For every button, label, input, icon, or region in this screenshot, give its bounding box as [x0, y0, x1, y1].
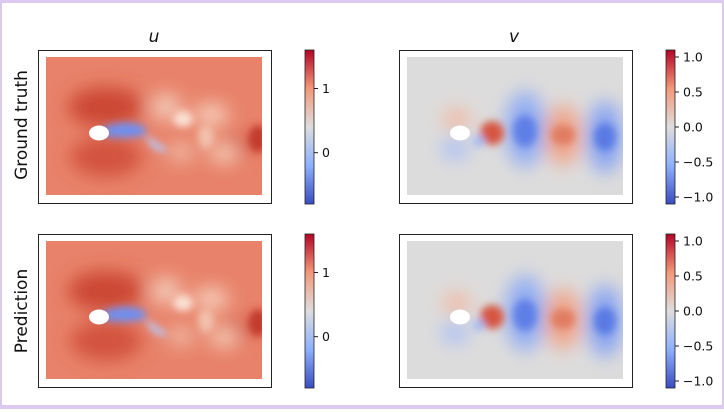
- figure-canvas: u v Ground truth Prediction 01−1.0−0.50.…: [12, 27, 713, 389]
- panel-ground-truth-u: [38, 50, 272, 204]
- colorbar-tick-label: 0: [322, 145, 330, 160]
- panel-prediction-v: [399, 234, 633, 388]
- row-label-ground-truth: Ground truth: [12, 70, 32, 180]
- colorbar-tick-label: 1.0: [683, 234, 703, 249]
- colorbar-gradient: [665, 233, 676, 389]
- colorbar-ground-truth-v: −1.0 −0.5 0.0 0.5 1.0: [665, 49, 713, 205]
- column-title-v: v: [509, 27, 520, 47]
- colorbar-tick-label: 0.0: [683, 120, 703, 135]
- colorbar-tick-label: −1.0: [683, 374, 713, 389]
- colorbar-tick-label: 1.0: [683, 50, 703, 65]
- colorbar-gradient: [304, 49, 315, 205]
- colorbar-tick-label: 0: [322, 329, 330, 344]
- column-title-u: u: [149, 27, 160, 47]
- colorbar-gradient: [304, 233, 315, 389]
- colorbar-prediction-v: −1.0 −0.5 0.0 0.5 1.0: [665, 233, 713, 389]
- colorbar-tick-label: 1: [322, 265, 330, 280]
- colorbar-tick-label: −1.0: [683, 190, 713, 205]
- row-label-prediction: Prediction: [12, 269, 32, 353]
- panel-prediction-u: [38, 234, 272, 388]
- colorbar-prediction-u: 01: [304, 233, 330, 389]
- colorbar-gradient: [665, 49, 676, 205]
- colorbar-tick-label: 0.5: [683, 85, 703, 100]
- panel-ground-truth-v: [399, 50, 633, 204]
- colorbar-tick-label: −0.5: [683, 339, 713, 354]
- colorbar-tick-label: 0.5: [683, 269, 703, 284]
- colorbar-tick-label: 0.0: [683, 304, 703, 319]
- colorbar-tick-label: −0.5: [683, 155, 713, 170]
- colorbars: 01−1.0−0.50.00.51.001−1.0−0.50.00.51.0: [304, 49, 713, 389]
- colorbar-ground-truth-u: 01: [304, 49, 330, 205]
- colorbar-tick-label: 1: [322, 81, 330, 96]
